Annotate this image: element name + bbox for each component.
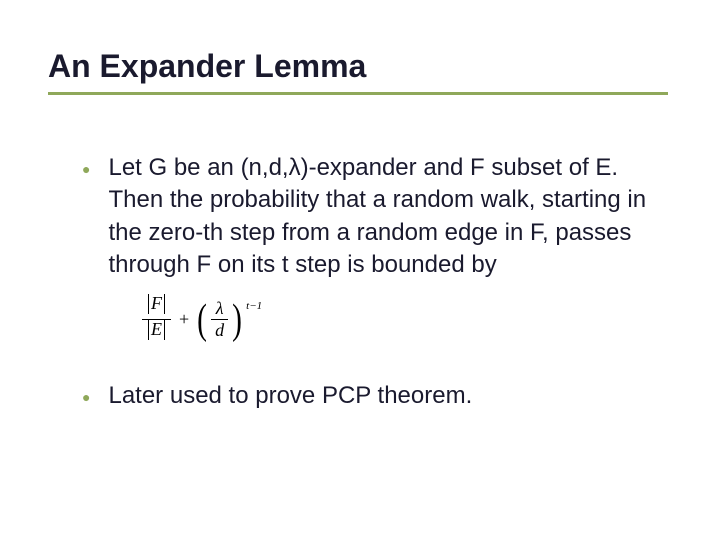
frac2-den: d	[211, 320, 228, 342]
bullet-text-1: Let G be an (n,d,λ)-expander and F subse…	[108, 152, 662, 282]
formula: F E + ( λ d ) t−1	[140, 294, 662, 346]
right-paren-icon: )	[232, 299, 242, 341]
title-underline	[48, 92, 668, 95]
plus-sign: +	[179, 309, 189, 330]
exponent: t−1	[246, 300, 262, 312]
bullet-text-2: Later used to prove PCP theorem.	[108, 380, 472, 412]
frac1-den: E	[151, 319, 162, 341]
frac2-num: λ	[212, 298, 228, 320]
paren-group: ( λ d ) t−1	[195, 298, 262, 342]
bullet-icon: ●	[82, 160, 90, 179]
fraction-1: F E	[142, 294, 171, 346]
slide-title: An Expander Lemma	[48, 48, 366, 85]
slide: An Expander Lemma ● Let G be an (n,d,λ)-…	[0, 0, 720, 540]
slide-content: ● Let G be an (n,d,λ)-expander and F sub…	[82, 152, 662, 412]
bullet-icon: ●	[82, 388, 90, 407]
bullet-item-1: ● Let G be an (n,d,λ)-expander and F sub…	[82, 152, 662, 282]
bullet-item-2: ● Later used to prove PCP theorem.	[82, 380, 662, 412]
fraction-2: λ d	[211, 298, 228, 342]
left-paren-icon: (	[197, 299, 207, 341]
frac1-num: F	[151, 293, 162, 315]
